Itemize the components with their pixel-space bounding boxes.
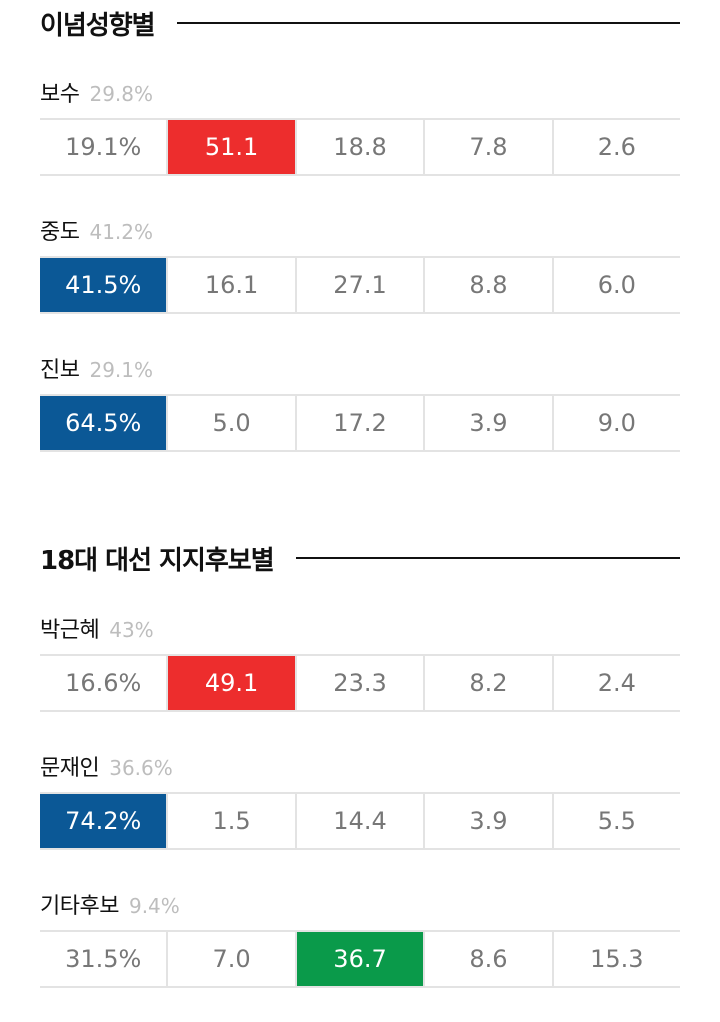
group-name: 중도 (40, 220, 80, 245)
group-share: 36.6% (109, 756, 173, 780)
group-label-moderate: 중도 41.2% (40, 214, 154, 245)
group-name: 문재인 (40, 756, 100, 781)
value-cell: 2.4 (551, 656, 680, 710)
value-cell: 5.5 (551, 794, 680, 848)
section-title: 18대 대선 지지후보별 (40, 545, 275, 576)
section-divider (176, 22, 680, 24)
group-label-other: 기타후보 9.4% (40, 888, 180, 919)
group-name: 보수 (40, 82, 80, 107)
group-label-park: 박근혜 43% (40, 612, 154, 643)
value-cell: 8.8 (423, 258, 551, 312)
data-row: 31.5% 7.0 36.7 8.6 15.3 (40, 930, 680, 988)
group-label-moon: 문재인 36.6% (40, 750, 173, 781)
group-label-conservative: 보수 29.8% (40, 76, 154, 107)
value-cell: 6.0 (551, 258, 680, 312)
data-row: 74.2% 1.5 14.4 3.9 5.5 (40, 792, 680, 850)
section-header-ideology: 이념성향별 (40, 3, 680, 43)
section-divider (295, 557, 680, 559)
group-name: 박근혜 (40, 618, 100, 643)
data-row: 41.5% 16.1 27.1 8.8 6.0 (40, 256, 680, 314)
value-cell: 8.6 (423, 932, 551, 986)
highlighted-value-cell: 41.5% (40, 258, 167, 312)
value-cell: 23.3 (294, 656, 423, 710)
value-cell: 8.2 (423, 656, 551, 710)
highlighted-value-cell: 51.1 (166, 120, 295, 174)
value-cell: 16.6% (65, 669, 142, 697)
highlighted-value-cell: 49.1 (166, 656, 295, 710)
group-share: 43% (109, 618, 154, 642)
value-cell: 5.0 (166, 396, 294, 450)
group-share: 29.1% (89, 358, 154, 382)
value-cell: 7.8 (423, 120, 551, 174)
highlighted-value-cell: 36.7 (294, 932, 424, 986)
value-cell: 27.1 (294, 258, 423, 312)
value-cell: 31.5% (65, 945, 142, 973)
group-name: 진보 (40, 358, 80, 383)
value-cell: 3.9 (423, 794, 551, 848)
data-row: 64.5% 5.0 17.2 3.9 9.0 (40, 394, 680, 452)
value-cell: 3.9 (423, 396, 551, 450)
value-cell: 16.1 (166, 258, 294, 312)
group-share: 29.8% (89, 82, 154, 106)
value-cell: 14.4 (294, 794, 423, 848)
value-cell: 18.8 (294, 120, 423, 174)
section-header-candidate: 18대 대선 지지후보별 (40, 538, 680, 578)
group-label-progressive: 진보 29.1% (40, 352, 154, 383)
section-title: 이념성향별 (40, 10, 156, 41)
value-cell: 9.0 (551, 396, 680, 450)
group-share: 41.2% (89, 220, 154, 244)
data-row: 19.1% 51.1 18.8 7.8 2.6 (40, 118, 680, 176)
data-row: 16.6% 49.1 23.3 8.2 2.4 (40, 654, 680, 712)
group-share: 9.4% (128, 894, 180, 918)
value-cell: 19.1% (65, 133, 142, 161)
value-cell: 17.2 (294, 396, 423, 450)
highlighted-value-cell: 74.2% (40, 794, 167, 848)
highlighted-value-cell: 64.5% (40, 396, 167, 450)
value-cell: 1.5 (166, 794, 294, 848)
value-cell: 15.3 (551, 932, 680, 986)
group-name: 기타후보 (40, 894, 119, 919)
value-cell: 2.6 (551, 120, 680, 174)
value-cell: 7.0 (166, 932, 294, 986)
